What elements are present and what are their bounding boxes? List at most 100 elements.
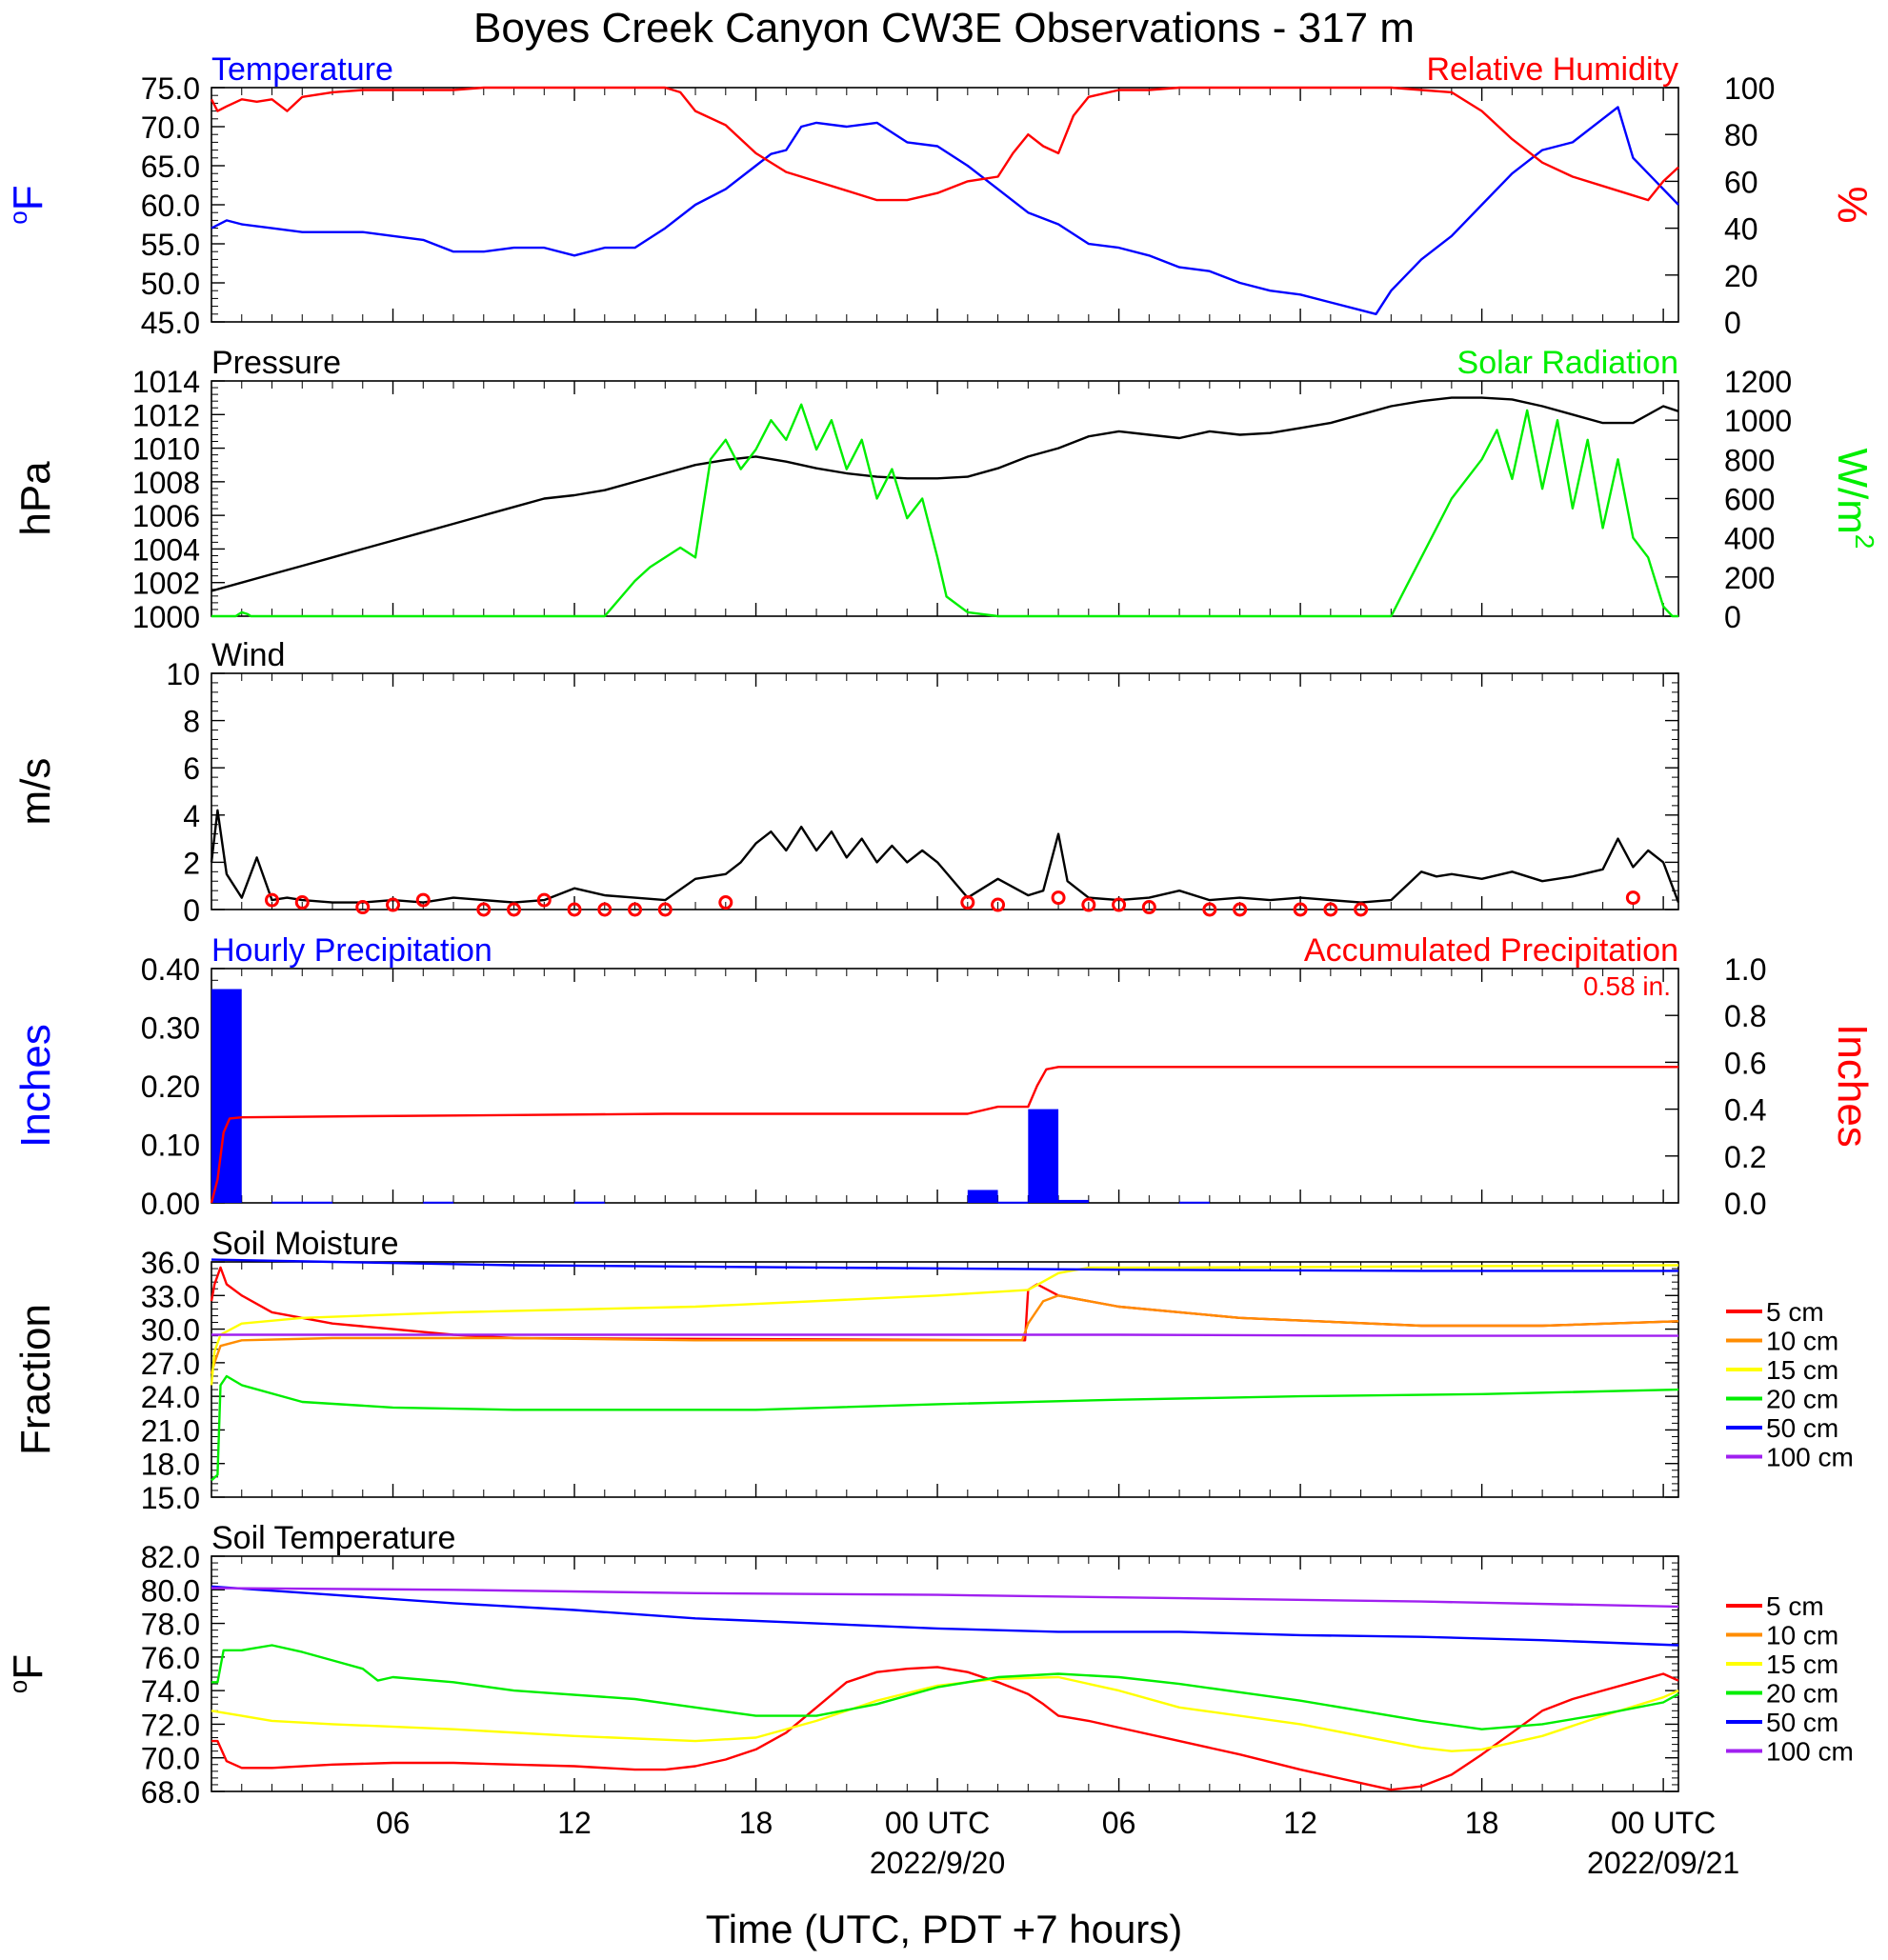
precip-bar <box>211 989 242 1203</box>
y-tick-label-right: 60 <box>1724 165 1758 199</box>
panels-group: 75.070.065.060.055.050.045.0100806040200… <box>4 51 1879 1880</box>
legend-label: 5 cm <box>1766 1591 1824 1621</box>
y-tick-label-right: 600 <box>1724 483 1775 517</box>
y-tick-label-left: 30.0 <box>141 1313 200 1348</box>
x-tick-label: 12 <box>1283 1806 1317 1840</box>
panel-left-title: Soil Moisture <box>211 1226 399 1262</box>
y-tick-label-left: 15.0 <box>141 1481 200 1515</box>
y-tick-label-left: 10 <box>166 657 200 691</box>
unit-letter: F <box>5 1654 51 1680</box>
y-tick-label-right: 0.8 <box>1724 999 1766 1033</box>
precip-bar <box>302 1201 333 1204</box>
y-tick-label-left: 6 <box>183 751 200 786</box>
wind-marker <box>265 892 280 908</box>
y-tick-label-left: 27.0 <box>141 1347 200 1381</box>
wind-marker <box>628 902 643 917</box>
y-tick-label-left: 0.10 <box>141 1129 200 1163</box>
legend-label: 20 cm <box>1766 1385 1838 1414</box>
y-tick-label-left: 1000 <box>132 600 200 634</box>
chart-title: Boyes Creek Canyon CW3E Observations - 3… <box>473 5 1415 51</box>
series-line-1 <box>210 1294 1679 1374</box>
y-tick-label-right: 20 <box>1724 259 1758 293</box>
panel-3: 0.40 0.30 0.20 0.10 0.00 1.0 0.8 0.6 0.4 0.2 0.0 Ho… <box>12 932 1876 1221</box>
y-tick-label-right: 0.6 <box>1724 1046 1766 1080</box>
legend-label: 50 cm <box>1766 1708 1838 1737</box>
y-tick-label-left: 75.0 <box>141 71 200 106</box>
wind-marker <box>386 897 401 912</box>
y-axis-label-left: Fraction <box>12 1304 59 1455</box>
panel-4: 36.033.030.027.024.021.018.015.0 Soil Moi… <box>12 1226 1854 1515</box>
wind-marker <box>597 902 613 917</box>
y-axis-label-left: oF <box>4 1654 51 1693</box>
x-axis-label: Time (UTC, PDT +7 hours) <box>706 1907 1183 1951</box>
x-tick-label: 00 UTC <box>1611 1806 1716 1840</box>
y-axis-label-left: oF <box>4 185 51 224</box>
y-tick-label-right: 0.2 <box>1724 1140 1766 1174</box>
panel-left-title: Wind <box>211 637 285 673</box>
x-tick-label: 06 <box>376 1806 411 1840</box>
degree-mark: o <box>4 1680 32 1693</box>
y-tick-label-right: 0 <box>1724 600 1741 634</box>
y-tick-label-left: 70.0 <box>141 1742 200 1776</box>
series-line-3 <box>211 1585 1679 1647</box>
y-axis-label-left: m/s <box>12 758 59 826</box>
unit-superscript: 2 <box>1850 534 1879 550</box>
y-tick-label-left: 1002 <box>132 567 200 601</box>
series-line-1 <box>210 86 1679 202</box>
x-tick-label: 18 <box>739 1806 773 1840</box>
y-tick-label-left: 21.0 <box>141 1413 200 1448</box>
y-tick-label-left: 18.0 <box>141 1448 200 1482</box>
panel-frame <box>211 672 1679 910</box>
precip-bar <box>423 1201 454 1204</box>
y-tick-label-left: 0.00 <box>141 1187 200 1221</box>
wind-marker <box>1354 902 1369 917</box>
y-tick-label-right: 800 <box>1724 443 1775 477</box>
y-tick-label-right: 80 <box>1724 118 1758 152</box>
panel-frame <box>211 1261 1679 1498</box>
y-tick-label-left: 24.0 <box>141 1380 200 1414</box>
wind-marker <box>507 902 522 917</box>
y-tick-label-left: 36.0 <box>141 1246 200 1280</box>
panel-5: 82.080.078.076.074.072.070.068.0 Soil Tem… <box>4 1520 1854 1810</box>
precip-bar <box>271 1201 303 1204</box>
y-axis-label-left: hPa <box>12 461 59 536</box>
wind-marker <box>960 895 975 910</box>
unit-letter: F <box>5 185 51 210</box>
wind-marker <box>1081 897 1096 912</box>
legend-label: 50 cm <box>1766 1413 1838 1443</box>
wind-marker <box>415 892 431 908</box>
panel-frame <box>211 380 1679 617</box>
series-line-0 <box>211 1666 1679 1791</box>
y-axis-label-right: Inches <box>1829 1024 1876 1148</box>
wind-marker <box>1141 900 1156 915</box>
wind-marker <box>657 902 673 917</box>
y-tick-label-left: 45.0 <box>141 306 200 340</box>
y-tick-label-left: 0 <box>183 893 200 928</box>
y-tick-label-left: 1010 <box>132 432 200 467</box>
panel-left-title: Hourly Precipitation <box>211 932 492 969</box>
y-tick-label-left: 0.30 <box>141 1011 200 1046</box>
series-line-2 <box>210 1264 1679 1386</box>
wind-marker <box>718 895 733 910</box>
y-tick-label-right: 400 <box>1724 522 1775 556</box>
y-tick-label-left: 0.40 <box>141 952 200 987</box>
y-tick-label-left: 60.0 <box>141 189 200 223</box>
y-tick-label-left: 80.0 <box>141 1573 200 1608</box>
series-line-0 <box>211 396 1679 592</box>
y-tick-label-left: 33.0 <box>141 1279 200 1313</box>
y-tick-label-right: 0.4 <box>1724 1093 1766 1128</box>
y-tick-label-left: 70.0 <box>141 110 200 145</box>
series-line-1 <box>211 403 1678 618</box>
series-line-0 <box>210 1066 1678 1204</box>
x-tick-label: 12 <box>557 1806 592 1840</box>
x-tick-label: 06 <box>1102 1806 1136 1840</box>
series-line-1 <box>211 1675 1679 1752</box>
legend-label: 100 cm <box>1766 1443 1854 1472</box>
legend-label: 100 cm <box>1766 1737 1854 1767</box>
y-tick-label-left: 50.0 <box>141 267 200 301</box>
panel-frame <box>211 1555 1679 1792</box>
legend-label: 10 cm <box>1766 1621 1838 1650</box>
y-tick-label-left: 8 <box>183 705 200 739</box>
y-tick-label-left: 65.0 <box>141 150 200 184</box>
y-tick-label-left: 1014 <box>132 365 200 399</box>
